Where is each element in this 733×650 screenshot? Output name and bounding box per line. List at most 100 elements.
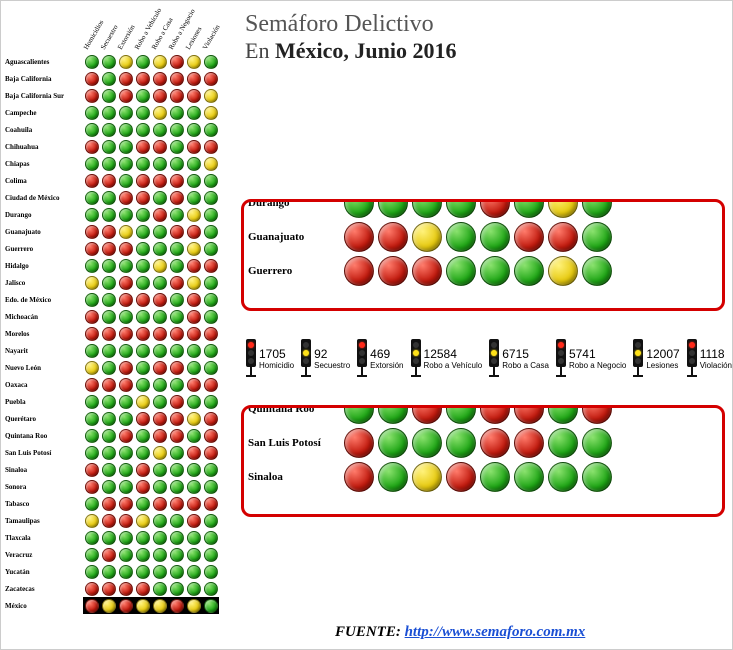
status-dot: [100, 444, 117, 461]
status-dot: [134, 240, 151, 257]
status-dot: [117, 206, 134, 223]
title-line1: Semáforo Delictivo: [245, 11, 456, 38]
source-link[interactable]: http://www.semaforo.com.mx: [405, 624, 586, 640]
callout-dot: [512, 199, 546, 220]
status-dot: [168, 359, 185, 376]
status-dot: [134, 427, 151, 444]
status-dot: [202, 325, 219, 342]
status-dot: [100, 546, 117, 563]
matrix-row: Tlaxcala: [5, 529, 219, 546]
status-dot: [185, 461, 202, 478]
status-dot: [83, 189, 100, 206]
status-dot: [185, 240, 202, 257]
status-dot: [168, 291, 185, 308]
status-dot: [100, 478, 117, 495]
status-dot: [117, 104, 134, 121]
status-dot: [117, 155, 134, 172]
row-label: Sinaloa: [5, 466, 83, 474]
status-dot: [202, 563, 219, 580]
status-dot: [83, 478, 100, 495]
status-dot: [151, 563, 168, 580]
callout-dot: [342, 405, 376, 426]
status-dot: [83, 546, 100, 563]
status-dot: [168, 563, 185, 580]
row-label: Hidalgo: [5, 262, 83, 270]
callout-dot: [376, 199, 410, 220]
status-dot: [117, 427, 134, 444]
status-dot: [151, 342, 168, 359]
status-dot: [83, 155, 100, 172]
matrix-row: Chiapas: [5, 155, 219, 172]
status-dot: [83, 121, 100, 138]
callout-dot: [580, 405, 614, 426]
status-dot: [134, 138, 151, 155]
matrix-row: Edo. de México: [5, 291, 219, 308]
status-dot: [134, 461, 151, 478]
row-label: Tlaxcala: [5, 534, 83, 542]
status-dot: [117, 325, 134, 342]
status-dot: [185, 104, 202, 121]
status-dot: [168, 546, 185, 563]
status-dot: [202, 580, 219, 597]
status-dot: [202, 155, 219, 172]
callout-dot: [478, 426, 512, 460]
status-dot: [185, 138, 202, 155]
status-dot: [202, 257, 219, 274]
status-dot: [168, 376, 185, 393]
callout-dot: [580, 254, 614, 288]
callout-dot: [444, 426, 478, 460]
status-dot: [83, 53, 100, 70]
status-dot: [185, 478, 202, 495]
status-dot: [134, 512, 151, 529]
status-dot: [117, 376, 134, 393]
status-dot: [151, 53, 168, 70]
status-dot: [117, 546, 134, 563]
callout-dot: [410, 199, 444, 220]
status-dot: [83, 427, 100, 444]
status-dot: [202, 70, 219, 87]
callout-label: San Luis Potosí: [248, 437, 342, 449]
stat-value: 12584: [424, 347, 457, 361]
stat-label: Secuestro: [314, 361, 350, 370]
status-dot: [134, 597, 151, 614]
callout-dot: [478, 460, 512, 494]
callout-row: Quintana Roo: [248, 405, 718, 426]
status-dot: [134, 359, 151, 376]
callout-dot: [342, 426, 376, 460]
status-dot: [202, 87, 219, 104]
callout-dot: [580, 199, 614, 220]
status-dot: [202, 427, 219, 444]
status-dot: [117, 342, 134, 359]
status-dot: [100, 359, 117, 376]
status-dot: [151, 359, 168, 376]
status-dot: [134, 325, 151, 342]
stat-value: 1705: [259, 347, 286, 361]
traffic-light-icon: [246, 339, 256, 367]
callout-dot: [376, 426, 410, 460]
status-dot: [168, 206, 185, 223]
status-dot: [117, 597, 134, 614]
status-dot: [134, 529, 151, 546]
status-dot: [151, 257, 168, 274]
status-dot: [100, 529, 117, 546]
callout-dot: [410, 254, 444, 288]
status-dot: [83, 461, 100, 478]
status-dot: [185, 257, 202, 274]
status-dot: [168, 257, 185, 274]
row-label: Zacatecas: [5, 585, 83, 593]
stat-label: Robo a Vehículo: [424, 361, 483, 370]
status-dot: [117, 223, 134, 240]
callout-dot: [376, 405, 410, 426]
callout-dot: [444, 220, 478, 254]
status-dot: [185, 546, 202, 563]
row-label: Ciudad de México: [5, 194, 83, 202]
status-dot: [202, 529, 219, 546]
row-label: Veracruz: [5, 551, 83, 559]
callout-dot: [512, 460, 546, 494]
stat-value: 469: [370, 347, 390, 361]
status-dot: [151, 223, 168, 240]
status-dot: [185, 410, 202, 427]
status-dot: [202, 342, 219, 359]
status-dot: [83, 257, 100, 274]
status-dot: [202, 512, 219, 529]
